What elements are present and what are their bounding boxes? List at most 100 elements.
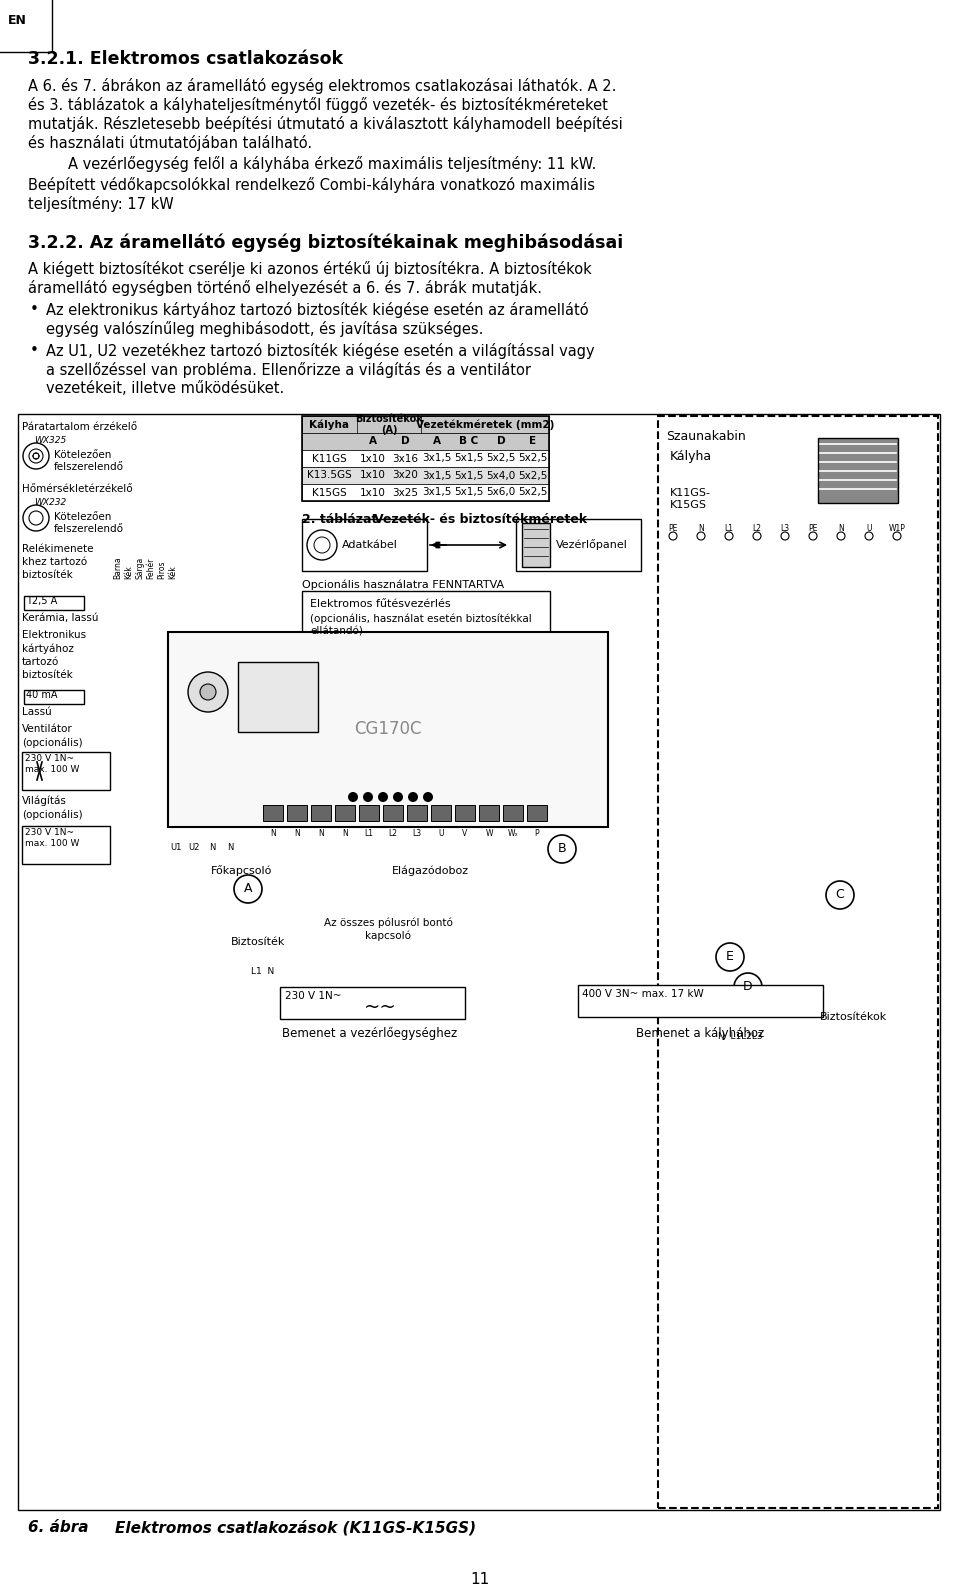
Text: K15GS: K15GS <box>670 500 707 510</box>
Text: A: A <box>244 883 252 895</box>
Text: L2: L2 <box>753 524 761 534</box>
Text: 1x10: 1x10 <box>360 454 386 464</box>
Text: A kiégett biztosítékot cserélje ki azonos értékű új biztosítékra. A biztosítékok: A kiégett biztosítékot cserélje ki azono… <box>28 261 591 277</box>
Text: L2: L2 <box>389 828 397 838</box>
Circle shape <box>234 875 262 903</box>
Text: 3.2.2. Az áramellátó egység biztosítékainak meghibásodásai: 3.2.2. Az áramellátó egység biztosítékai… <box>28 233 623 252</box>
Text: Kerámia, lassú: Kerámia, lassú <box>22 613 99 623</box>
Text: Bemenet a vezérlőegységhez: Bemenet a vezérlőegységhez <box>282 1027 458 1040</box>
Text: U2: U2 <box>188 843 200 852</box>
Text: 3x1,5: 3x1,5 <box>422 454 452 464</box>
Text: 230 V 1N~: 230 V 1N~ <box>25 828 74 836</box>
Text: 1x10: 1x10 <box>360 487 386 497</box>
Text: L3: L3 <box>413 828 421 838</box>
Text: WX232: WX232 <box>34 499 66 507</box>
Text: Opcionális használatra FENNTARTVA: Opcionális használatra FENNTARTVA <box>302 578 504 589</box>
Text: Vezeték- és biztosítékméretek: Vezeték- és biztosítékméretek <box>374 513 588 526</box>
Text: 6. ábra: 6. ábra <box>28 1520 88 1536</box>
Text: Az U1, U2 vezetékhez tartozó biztosíték kiégése esetén a világítással vagy: Az U1, U2 vezetékhez tartozó biztosíték … <box>46 342 594 358</box>
Text: 5x1,5: 5x1,5 <box>454 454 484 464</box>
Text: D: D <box>496 436 505 446</box>
Circle shape <box>669 532 677 540</box>
Text: U1: U1 <box>170 843 181 852</box>
Circle shape <box>893 532 901 540</box>
Text: Biztosíték: Biztosíték <box>230 937 285 946</box>
Text: K13.5GS: K13.5GS <box>307 470 352 481</box>
Bar <box>302 467 549 484</box>
Text: 5x1,5: 5x1,5 <box>454 487 484 497</box>
Circle shape <box>548 835 576 863</box>
Bar <box>407 804 427 820</box>
Text: Fehér: Fehér <box>147 558 156 578</box>
Circle shape <box>781 532 789 540</box>
Text: max. 100 W: max. 100 W <box>25 840 80 847</box>
Circle shape <box>809 532 817 540</box>
Circle shape <box>200 683 216 699</box>
Text: Sárga: Sárga <box>135 556 145 578</box>
Text: N: N <box>270 828 276 838</box>
Bar <box>302 591 550 648</box>
Bar <box>287 804 307 820</box>
Circle shape <box>23 505 49 530</box>
Bar <box>24 690 84 704</box>
Bar <box>335 804 355 820</box>
Text: 3x20: 3x20 <box>392 470 418 481</box>
Text: Bemenet a kályhához: Bemenet a kályhához <box>636 1027 764 1040</box>
Text: 5x2,5: 5x2,5 <box>518 470 548 481</box>
Circle shape <box>378 792 388 801</box>
Text: K15GS: K15GS <box>312 487 347 497</box>
Text: Hőmérsékletérzékelő: Hőmérsékletérzékelő <box>22 484 132 494</box>
Circle shape <box>423 792 433 801</box>
Text: 400 V 3N~ max. 17 kW: 400 V 3N~ max. 17 kW <box>582 989 704 999</box>
Text: Biztosítékok: Biztosítékok <box>820 1012 887 1023</box>
Text: 230 V 1N~: 230 V 1N~ <box>25 753 74 763</box>
Text: A vezérlőegység felől a kályhába érkező maximális teljesítmény: 11 kW.: A vezérlőegység felől a kályhába érkező … <box>68 156 596 172</box>
Text: 3.2.1. Elektromos csatlakozások: 3.2.1. Elektromos csatlakozások <box>28 49 343 68</box>
Text: Az összes pólusról bontó
kapcsoló: Az összes pólusról bontó kapcsoló <box>324 918 452 940</box>
Text: CG170C: CG170C <box>354 720 421 739</box>
Text: 5x4,0: 5x4,0 <box>487 470 516 481</box>
Text: mutatják. Részletesebb beépítési útmutató a kiválasztott kályhamodell beépítési: mutatják. Részletesebb beépítési útmutat… <box>28 116 623 132</box>
Bar <box>280 988 465 1020</box>
Circle shape <box>363 792 373 801</box>
Circle shape <box>716 943 744 972</box>
Text: L3: L3 <box>780 524 789 534</box>
Text: Biztosítékok
(A): Biztosítékok (A) <box>355 414 423 435</box>
Text: 5x2,5: 5x2,5 <box>518 454 548 464</box>
Text: L1: L1 <box>365 828 373 838</box>
Bar <box>22 752 110 790</box>
Circle shape <box>23 443 49 468</box>
Text: felszerelendő: felszerelendő <box>54 524 124 534</box>
Text: PE: PE <box>808 524 818 534</box>
Text: D: D <box>400 436 409 446</box>
Bar <box>302 484 549 502</box>
Text: Kék: Kék <box>125 566 133 578</box>
Bar <box>383 804 403 820</box>
Text: Kék: Kék <box>169 566 178 578</box>
Text: 5x2,5: 5x2,5 <box>518 487 548 497</box>
Bar <box>18 414 940 1510</box>
Text: és használati útmutatójában található.: és használati útmutatójában található. <box>28 135 312 151</box>
Text: Páratartalom érzékelő: Páratartalom érzékelő <box>22 422 137 432</box>
Text: Vezérlőpanel: Vezérlőpanel <box>556 540 628 551</box>
Bar <box>522 523 550 567</box>
Text: Világítás
(opcionális): Világítás (opcionális) <box>22 796 83 820</box>
Text: Adatkábel: Adatkábel <box>342 540 397 550</box>
Text: E: E <box>529 436 537 446</box>
Text: A: A <box>369 436 377 446</box>
Circle shape <box>826 881 854 910</box>
Text: Szaunakabin: Szaunakabin <box>666 430 746 443</box>
Text: 40 mA: 40 mA <box>26 690 58 699</box>
Text: (opcionális, használat esetén biztosítékkal: (opcionális, használat esetén biztosíték… <box>310 613 532 623</box>
Text: P: P <box>535 828 540 838</box>
Text: N: N <box>294 828 300 838</box>
Bar <box>516 519 641 570</box>
Text: 3x1,5: 3x1,5 <box>422 470 452 481</box>
Bar <box>818 438 898 503</box>
Text: N: N <box>209 843 215 852</box>
Text: •: • <box>30 303 38 317</box>
Text: felszerelendő: felszerelendő <box>54 462 124 472</box>
Bar <box>479 804 499 820</box>
Text: N: N <box>227 843 233 852</box>
Bar <box>22 827 110 863</box>
